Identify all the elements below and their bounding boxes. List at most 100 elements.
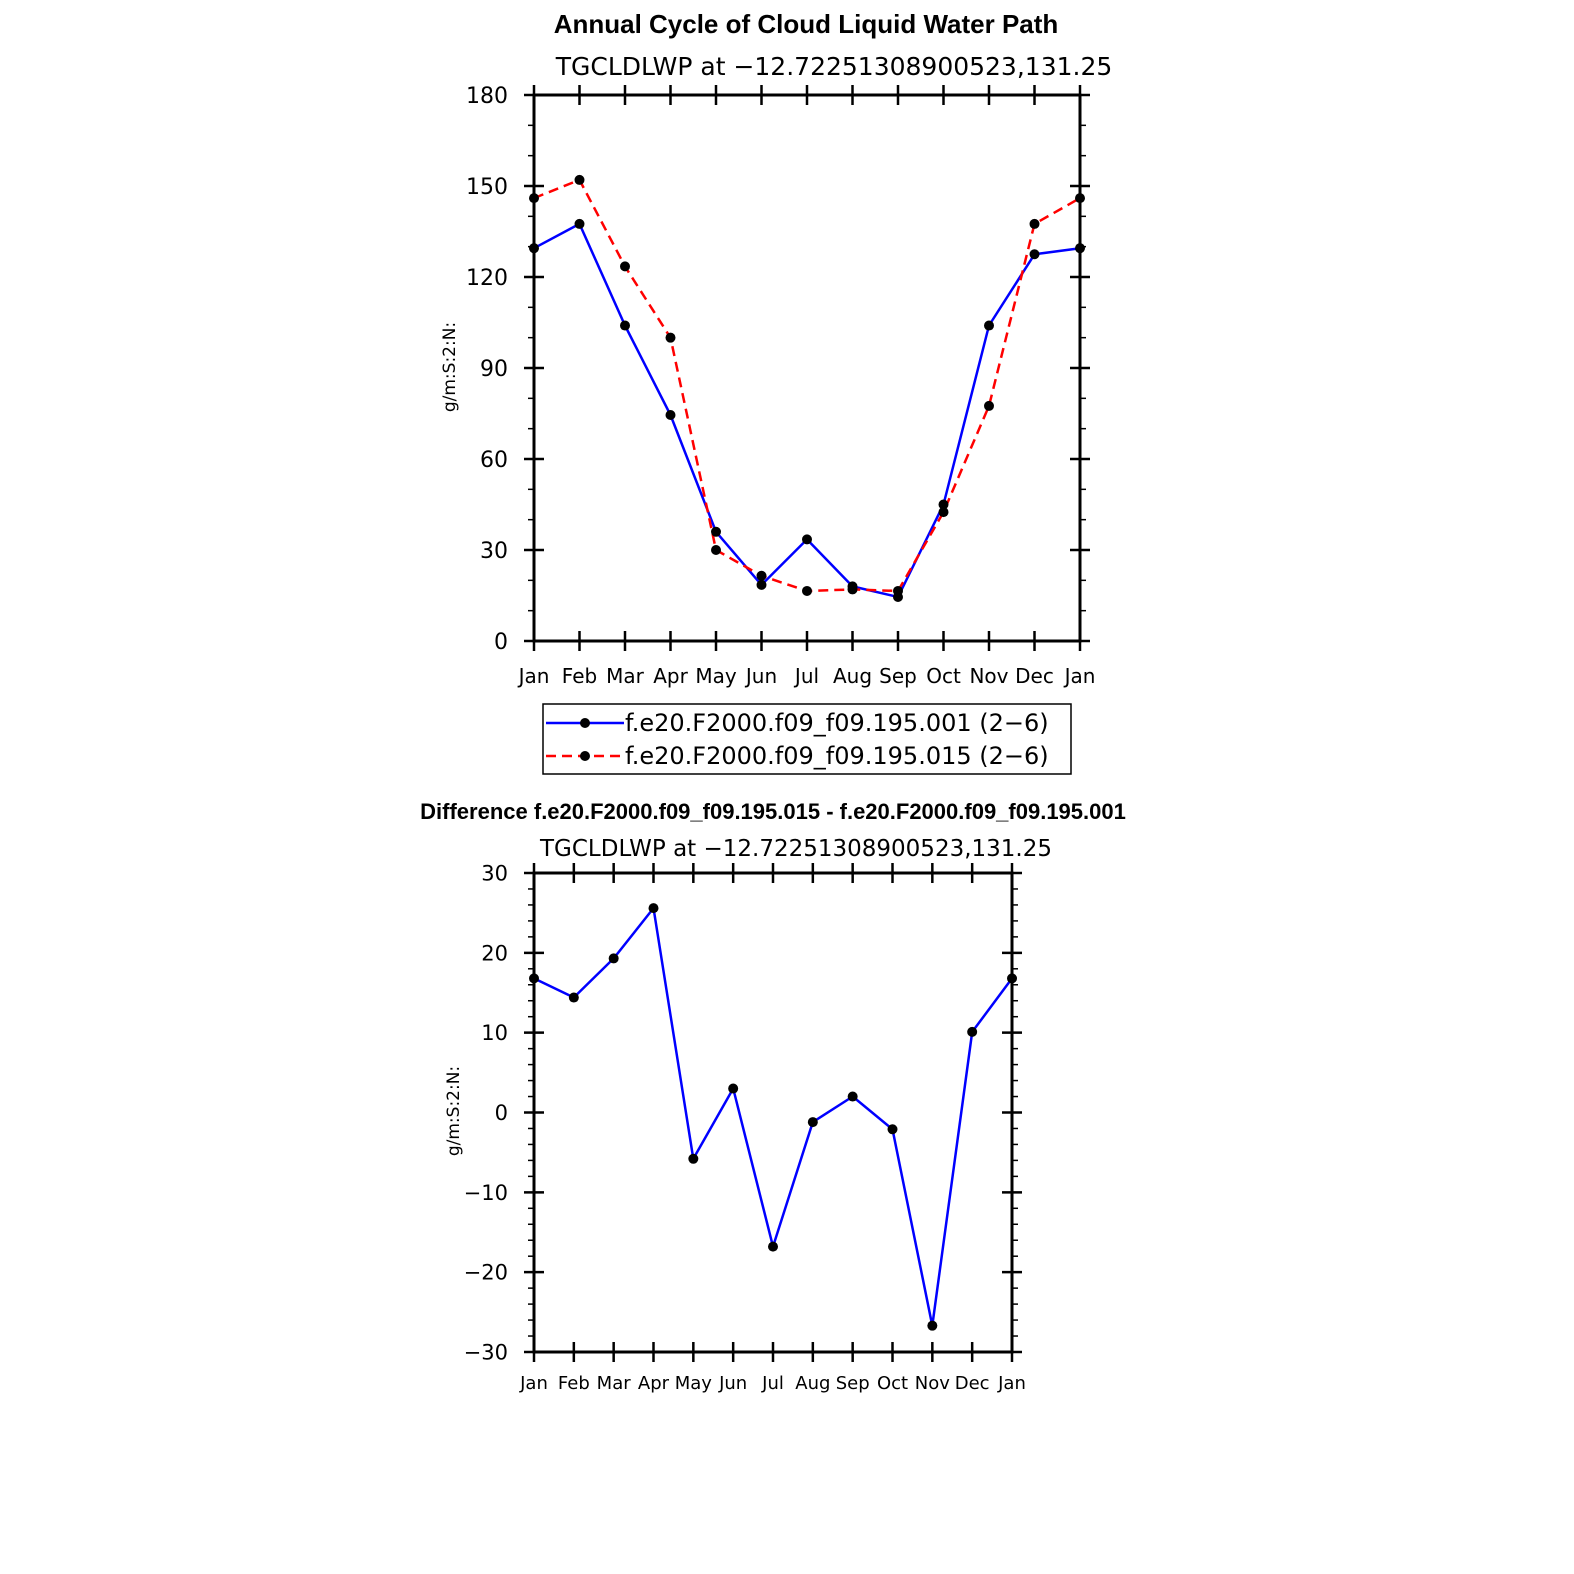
- legend-label-series2: f.e20.F2000.f09_f09.195.015 (2−6): [625, 742, 1049, 770]
- x-tick-label: Dec: [955, 1373, 990, 1394]
- x-tick-label: Apr: [653, 664, 688, 688]
- x-tick-label: Feb: [558, 1373, 590, 1394]
- data-point-series1: [807, 1117, 818, 1128]
- data-point-series1: [847, 1091, 858, 1102]
- data-point-series2: [847, 584, 858, 595]
- data-point-series1: [688, 1153, 699, 1164]
- x-tick-label: Mar: [597, 1373, 632, 1394]
- subtitle: TGCLDLWP at −12.72251308900523,131.25: [555, 52, 1113, 81]
- y-tick-labels: −30 −20 −10 0 10 20 30: [464, 862, 508, 1365]
- x-tick-label: Jul: [761, 1373, 784, 1394]
- data-point-series2: [984, 400, 994, 411]
- data-point-series1: [665, 410, 676, 421]
- difference-title: Difference f.e20.F2000.f09_f09.195.015 -…: [420, 799, 1126, 824]
- data-point-series1: [887, 1124, 898, 1135]
- legend-label-series1: f.e20.F2000.f09_f09.195.001 (2−6): [625, 709, 1049, 737]
- legend-item-series2: f.e20.F2000.f09_f09.195.015 (2−6): [546, 742, 1049, 770]
- y-tick-label: 0: [494, 630, 508, 655]
- y-tick-label: −20: [464, 1261, 508, 1285]
- x-tick-label: Dec: [1015, 664, 1054, 688]
- tick-marks: [524, 85, 1090, 651]
- y-tick-label: 30: [480, 539, 508, 564]
- x-tick-label: Nov: [915, 1373, 950, 1394]
- legend-box: [542, 703, 1072, 775]
- data-point-series2: [938, 507, 949, 518]
- y-tick-label: 120: [466, 266, 508, 291]
- plot-frame: [532, 871, 1014, 1354]
- series-layer: [529, 903, 1017, 1331]
- x-tick-label: May: [675, 1373, 713, 1394]
- x-tick-labels: Jan Feb Mar Apr May Jun Jul Aug Sep Oct Nov Dec Jan: [517, 664, 1096, 688]
- x-tick-label: Nov: [969, 664, 1008, 688]
- figure-title: Annual Cycle of Cloud Liquid Water Path: [554, 9, 1059, 39]
- x-tick-label: Oct: [926, 664, 961, 688]
- data-point-series2: [665, 332, 676, 343]
- y-tick-label: 10: [481, 1021, 508, 1045]
- x-tick-label: Aug: [833, 664, 872, 688]
- x-tick-label: Jan: [1063, 664, 1096, 688]
- data-point-series1: [728, 1083, 739, 1094]
- annual-cycle-panel: Annual Cycle of Cloud Liquid Water Path …: [440, 9, 1113, 775]
- y-axis-label: g/m:S:2:N:: [440, 322, 460, 412]
- data-point-series2: [620, 261, 630, 272]
- legend-marker-series1: [580, 718, 590, 728]
- data-point-series1: [927, 1320, 938, 1331]
- x-tick-label: Sep: [836, 1373, 870, 1394]
- data-point-series2: [574, 174, 585, 185]
- data-point-series1: [938, 499, 949, 510]
- data-point-series1: [608, 953, 619, 964]
- x-tick-label: Sep: [879, 664, 917, 688]
- y-tick-label: 90: [480, 357, 508, 382]
- x-tick-labels: Jan Feb Mar Apr May Jun Jul Aug Sep Oct Nov Dec Jan: [519, 1373, 1026, 1394]
- x-tick-label: Oct: [877, 1373, 908, 1394]
- data-point-series1: [574, 218, 585, 229]
- legend: f.e20.F2000.f09_f09.195.001 (2−6) f.e20.…: [542, 703, 1072, 775]
- data-point-series1: [967, 1026, 978, 1037]
- y-tick-label: 60: [480, 448, 508, 473]
- data-point-series1: [802, 534, 812, 545]
- tick-marks: [524, 863, 1022, 1362]
- legend-marker-series2: [580, 751, 590, 761]
- y-tick-label: 0: [495, 1101, 508, 1125]
- x-tick-label: Jun: [718, 1373, 747, 1394]
- legend-item-series1: f.e20.F2000.f09_f09.195.001 (2−6): [546, 709, 1049, 737]
- y-tick-label: 150: [466, 175, 508, 200]
- x-tick-label: Jan: [519, 1373, 548, 1394]
- y-tick-labels: 0 30 60 90 120 150 180: [466, 84, 508, 655]
- x-tick-label: Feb: [562, 664, 597, 688]
- difference-panel: Difference f.e20.F2000.f09_f09.195.015 -…: [420, 799, 1126, 1394]
- data-point-series2: [711, 545, 721, 555]
- data-point-series1: [568, 992, 579, 1003]
- data-point-series1: [648, 903, 659, 914]
- data-point-series1: [768, 1241, 778, 1252]
- data-point-series1: [1029, 249, 1040, 260]
- data-point-series1: [756, 579, 767, 590]
- data-point-series2: [893, 585, 903, 596]
- x-tick-label: Aug: [795, 1373, 830, 1394]
- plot-frame: [532, 93, 1082, 643]
- series-line-2: [533, 178, 1081, 593]
- data-point-series2: [756, 570, 767, 581]
- y-tick-label: −10: [464, 1181, 508, 1205]
- x-tick-label: Jul: [793, 664, 819, 688]
- y-tick-label: 180: [466, 84, 508, 109]
- x-tick-label: Jan: [997, 1373, 1026, 1394]
- series-line-1: [533, 906, 1014, 1327]
- x-tick-label: May: [695, 664, 737, 688]
- x-tick-label: Jan: [517, 664, 550, 688]
- y-tick-label: 20: [481, 941, 508, 965]
- y-tick-label: 30: [481, 862, 508, 886]
- data-point-series1: [984, 320, 994, 331]
- data-point-series2: [1029, 218, 1040, 229]
- data-point-series2: [802, 585, 812, 596]
- data-point-series1: [711, 526, 721, 537]
- data-point-series1: [620, 320, 630, 331]
- y-tick-label: −30: [464, 1341, 508, 1365]
- x-tick-label: Mar: [606, 664, 645, 688]
- y-axis-label: g/m:S:2:N:: [444, 1066, 464, 1156]
- x-tick-label: Apr: [638, 1373, 670, 1394]
- x-tick-label: Jun: [744, 664, 777, 688]
- series-layer: [529, 174, 1085, 603]
- subtitle: TGCLDLWP at −12.72251308900523,131.25: [539, 836, 1052, 862]
